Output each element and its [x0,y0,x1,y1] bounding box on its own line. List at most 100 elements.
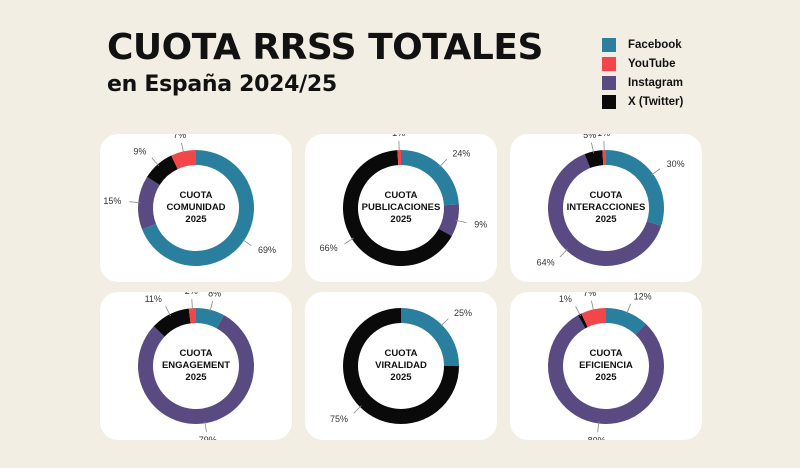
leader-line-twitter [575,306,581,317]
data-label-twitter: 1% [559,294,572,304]
center-label-line-2: 2025 [185,214,207,225]
legend-swatch-twitter [602,94,616,109]
card-cuota-comunidad: 69% 15% 9% 7% CUOTA COMUNIDAD 2025 [100,134,292,282]
donut-slice-youtube [188,308,196,324]
donut-slice-twitter [578,313,588,329]
donut-slice-facebook [606,308,646,335]
card-cuota-viralidad: 25% 75% CUOTA VIRALIDAD 2025 [305,292,497,440]
leader-line-facebook [651,168,661,176]
center-label-line-0: CUOTA [179,348,212,359]
legend-swatch-youtube [602,56,616,71]
data-label-facebook: 25% [454,308,472,318]
center-label-line-1: VIRALIDAD [375,360,427,371]
leader-line-twitter [344,237,354,245]
donut-slice-instagram [438,204,459,236]
leader-line-twitter [590,142,595,154]
data-label-instagram: 64% [537,258,555,268]
leader-line-twitter [165,306,171,317]
page-title: CUOTA RRSS TOTALES [107,27,543,68]
donut-slice-twitter [153,308,191,337]
legend-label-instagram: Instagram [628,76,683,89]
donut-slice-youtube [602,150,606,166]
leader-line-instagram [455,219,467,224]
data-label-twitter: 11% [145,294,162,304]
data-label-youtube: 1% [392,134,405,138]
data-label-instagram: 9% [474,219,487,229]
data-label-instagram: 79% [199,435,217,440]
data-label-youtube: 2% [185,292,198,296]
donut-slice-facebook [606,150,664,226]
legend-item-youtube: YouTube [602,54,683,73]
center-label-line-1: ENGAGEMENT [162,360,230,371]
leader-line-instagram [597,421,600,433]
data-label-facebook: 24% [452,148,470,158]
leader-line-youtube [180,142,185,154]
data-label-instagram: 80% [588,435,606,440]
center-label-line-1: EFICIENCIA [579,360,633,371]
leader-line-instagram [204,421,207,433]
legend-label-facebook: Facebook [628,38,682,51]
center-label-line-2: 2025 [595,372,617,383]
leader-line-facebook [242,239,252,246]
data-label-youtube: 7% [173,134,186,140]
data-label-twitter: 75% [330,414,348,424]
center-label-line-0: CUOTA [179,190,212,201]
donut-slice-twitter [147,155,178,185]
leader-line-youtube [590,300,595,312]
center-label-line-0: CUOTA [589,348,622,359]
leader-line-twitter [151,157,160,167]
legend: Facebook YouTube Instagram X (Twitter) [602,35,683,111]
center-label-line-0: CUOTA [384,348,417,359]
title-block: CUOTA RRSS TOTALES en España 2024/25 [107,28,543,100]
leader-line-facebook [439,158,448,168]
center-label-line-0: CUOTA [384,190,417,201]
leader-line-facebook [440,318,449,327]
data-label-facebook: 69% [258,245,276,255]
donut-slice-facebook [196,308,224,329]
legend-label-youtube: YouTube [628,57,676,70]
center-label-line-1: PUBLICACIONES [362,202,441,213]
legend-swatch-facebook [602,37,616,52]
donut-slice-twitter [584,150,604,169]
legend-item-twitter: X (Twitter) [602,92,683,111]
legend-swatch-instagram [602,75,616,90]
donut-slice-instagram [138,176,160,230]
donut-slice-youtube [581,308,606,328]
data-label-youtube: 7% [583,292,596,298]
leader-line-youtube [191,299,193,311]
data-label-twitter: 66% [320,243,338,253]
leader-line-instagram [559,248,568,258]
legend-item-facebook: Facebook [602,35,683,54]
data-label-instagram: 15% [103,196,121,206]
center-label-line-1: COMUNIDAD [166,202,225,213]
donut-slice-youtube [171,150,196,170]
center-label-line-2: 2025 [185,372,207,383]
data-label-twitter: 5% [583,134,596,140]
leader-line-facebook [209,301,214,312]
legend-item-instagram: Instagram [602,73,683,92]
center-label-line-0: CUOTA [589,190,622,201]
center-label-line-2: 2025 [595,214,617,225]
legend-label-twitter: X (Twitter) [628,95,684,108]
data-label-twitter: 9% [133,147,146,157]
leader-line-twitter [353,405,362,414]
data-label-facebook: 30% [667,159,685,169]
leader-line-instagram [129,201,141,204]
data-label-youtube: 1% [597,134,610,138]
center-label-line-1: INTERACCIONES [567,202,646,213]
donut-slice-facebook [401,308,459,366]
data-label-facebook: 8% [208,292,221,298]
donut-slice-facebook [401,150,459,206]
data-label-facebook: 12% [634,292,652,301]
center-label-line-2: 2025 [390,214,412,225]
